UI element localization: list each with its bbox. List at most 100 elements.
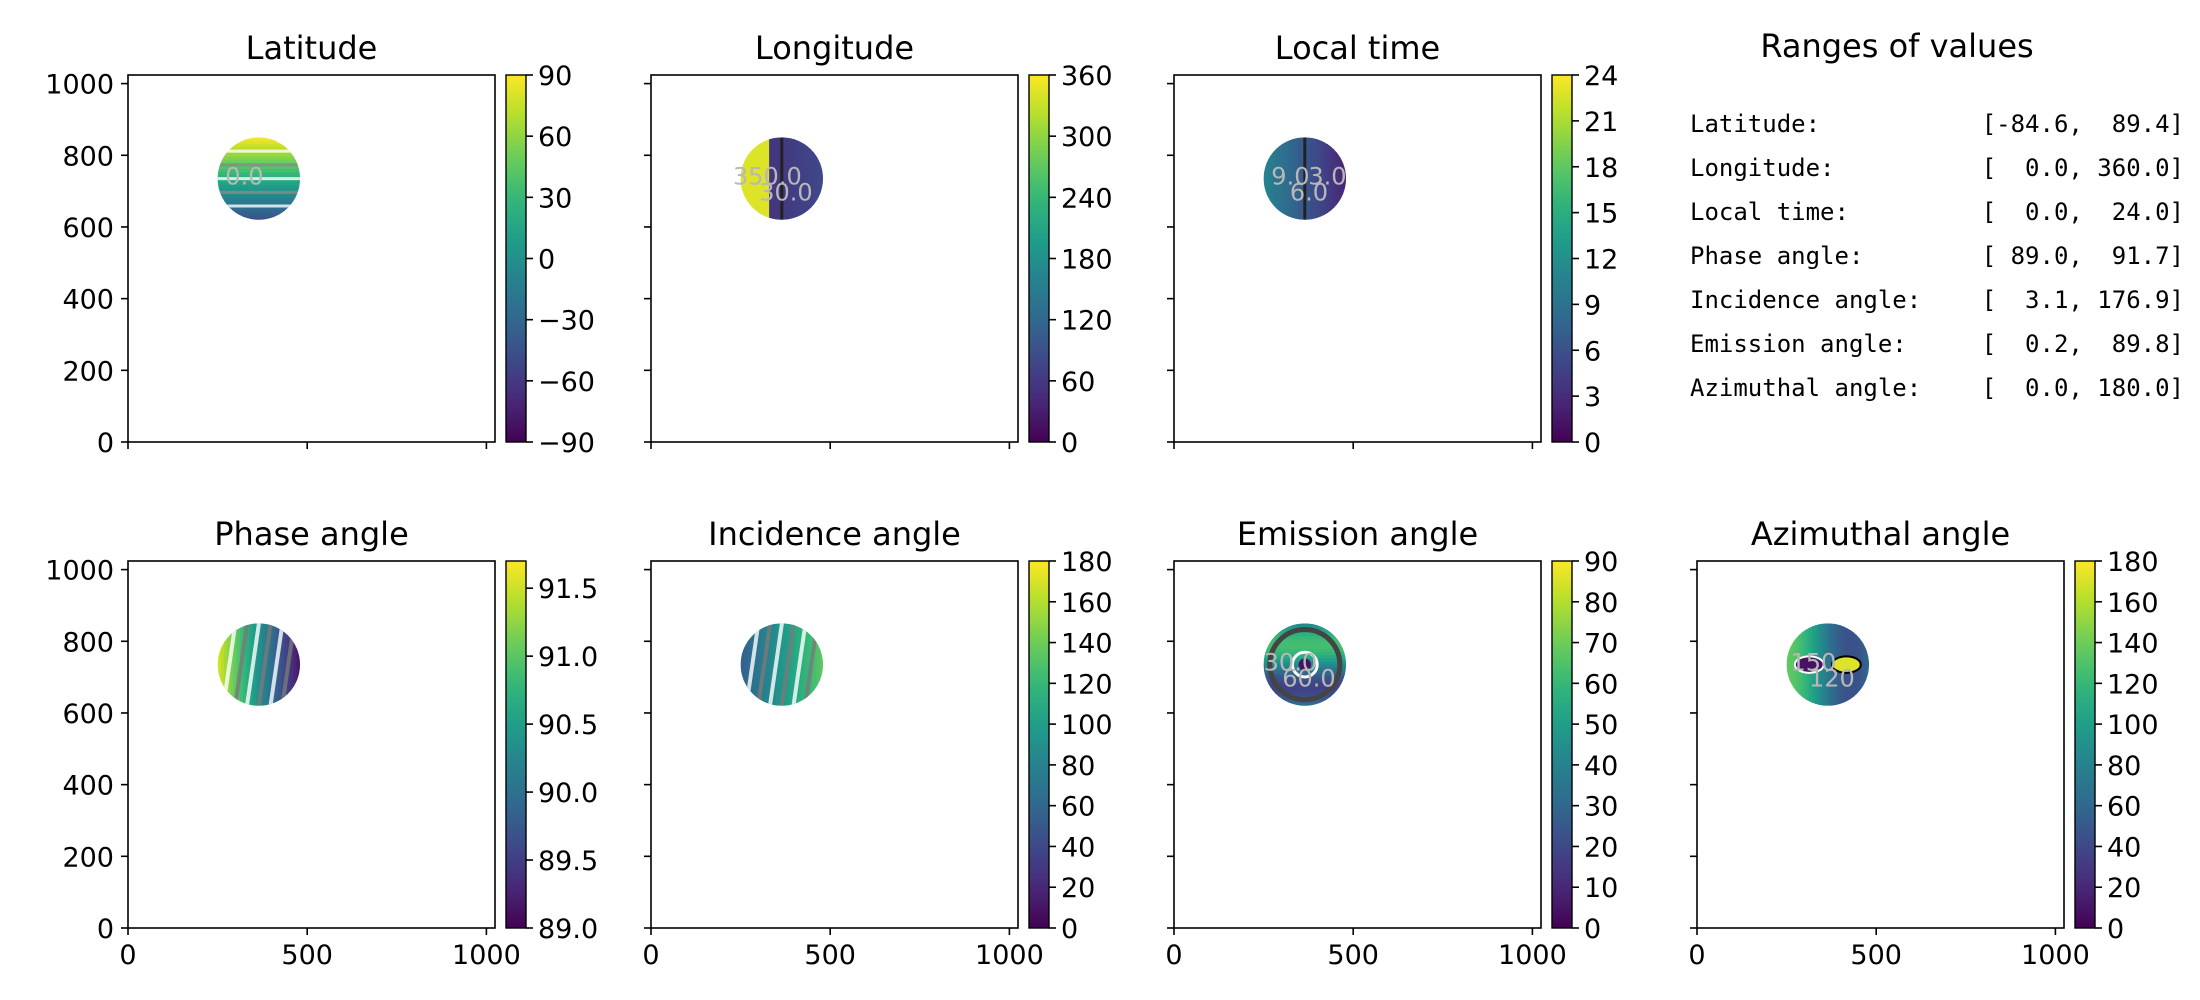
contour-label: 30.0	[759, 179, 812, 207]
colorbar-tick-label: 9	[1584, 290, 1601, 321]
disk-band	[1824, 623, 1829, 706]
disk-band	[1263, 702, 1347, 706]
y-tick-label: 600	[62, 699, 114, 730]
colorbar-tick-label: 0	[1061, 914, 1078, 945]
disk-band	[1266, 137, 1271, 220]
disk-band	[810, 137, 815, 220]
disk-band	[759, 623, 764, 706]
contour-line	[268, 623, 285, 706]
ranges-panel: Ranges of values Latitude: [-84.6, 89.4] Lo…	[1690, 27, 2184, 402]
x-tick-label: 1000	[975, 940, 1044, 971]
axes-frame	[650, 74, 1019, 443]
disk-band	[230, 623, 235, 706]
disk-image	[740, 623, 824, 706]
disk-band	[791, 623, 796, 706]
colorbar-tick-label: 21	[1584, 107, 1618, 138]
disk-band	[1295, 137, 1300, 220]
subplot-title: Incidence angle	[708, 515, 961, 553]
disk-band	[255, 623, 260, 706]
subplot-title: Azimuthal angle	[1751, 515, 2010, 553]
disk-band	[1304, 137, 1309, 220]
colorbar-tick-label: 20	[1061, 873, 1095, 904]
disk-band	[1263, 680, 1347, 685]
disk-band	[1263, 632, 1347, 637]
colorbar-tick-label: 18	[1584, 153, 1618, 184]
disk-band	[1311, 137, 1316, 220]
disk-band	[1269, 137, 1274, 220]
colorbar-tick-label: 300	[1061, 122, 1113, 153]
colorbar-tick-label: 91.0	[538, 642, 598, 673]
colorbar-tick-label: 20	[2107, 873, 2141, 904]
colorbar-tick-label: 6	[1584, 336, 1601, 367]
x-tick-label: 0	[642, 940, 659, 971]
axes-frame	[127, 560, 496, 929]
disk-band	[223, 623, 228, 706]
colorbar-tick-label: 180	[2107, 547, 2159, 578]
colorbar-tick-label: 50	[1584, 710, 1618, 741]
colorbar	[1029, 75, 1049, 442]
contour-line	[756, 623, 773, 706]
y-tick-label: 400	[62, 285, 114, 316]
disk-band	[750, 137, 755, 220]
disk-band	[265, 623, 270, 706]
disk-band	[1263, 689, 1347, 694]
subplot-title: Emission angle	[1237, 515, 1478, 553]
range-value: [ 0.0, 180.0]	[1982, 374, 2184, 402]
subplot: Latitude 0.0 0 200 400 600 800 1000 −90 −60 −30 0 30…	[45, 29, 595, 459]
contour-label: 30.0	[1264, 649, 1317, 677]
disk-band	[268, 623, 273, 706]
disk-band	[220, 623, 225, 706]
disk-band	[217, 159, 301, 164]
disk-band	[1862, 623, 1867, 706]
disk-band	[1263, 648, 1347, 653]
disk-band	[217, 207, 301, 212]
colorbar-frame	[1551, 560, 1573, 929]
disk-band	[284, 623, 289, 706]
disk-band	[753, 623, 758, 706]
colorbar-tick-label: 120	[2107, 669, 2159, 700]
colorbar-tick-label: 100	[1061, 710, 1113, 741]
range-value: [ 89.0, 91.7]	[1982, 242, 2184, 270]
disk-image	[1786, 623, 1870, 706]
disk-band	[794, 623, 799, 706]
disk-band	[1342, 137, 1347, 220]
axes-frame	[1173, 560, 1542, 929]
disk-band	[740, 137, 745, 220]
subplot: Local time 9.06.03.0 0 3 6 9 12 15 18 21 24	[1167, 29, 1618, 459]
ranges-title: Ranges of values	[1760, 27, 2033, 65]
colorbar	[1552, 75, 1572, 442]
disk-band	[217, 137, 301, 142]
disk-image	[1263, 137, 1347, 220]
disk-band	[765, 623, 770, 706]
subplot: Incidence angle 0 500 1000 0 20 40 60 80 100 120 14…	[642, 515, 1112, 971]
colorbar	[506, 561, 526, 928]
y-tick-label: 0	[97, 914, 114, 945]
colorbar-tick-label: 91.5	[538, 574, 598, 605]
contour-label: 150	[1790, 649, 1836, 677]
disk-band	[293, 623, 298, 706]
contour-label: 6.0	[1290, 179, 1328, 207]
disk-band	[1789, 623, 1794, 706]
disk-band	[217, 216, 301, 220]
x-tick-label: 500	[1850, 940, 1902, 971]
contour-label: 350.0	[733, 163, 802, 191]
contour-label: 3.0	[1308, 163, 1346, 191]
disk-band	[743, 137, 748, 220]
colorbar-tick-label: 160	[1061, 588, 1113, 619]
colorbar-tick-label: 15	[1584, 199, 1618, 230]
disk-band	[1263, 651, 1347, 656]
disk-band	[258, 623, 263, 706]
colorbar	[506, 75, 526, 442]
y-tick-label: 400	[62, 771, 114, 802]
disk-band	[1314, 137, 1319, 220]
disk-band	[1786, 623, 1791, 706]
contour-line	[233, 623, 250, 706]
azimuth-lobe	[1830, 655, 1862, 674]
disk-band	[807, 137, 812, 220]
disk-band	[797, 137, 802, 220]
disk-band	[816, 137, 821, 220]
y-tick-label: 200	[62, 842, 114, 873]
disk-band	[759, 137, 764, 220]
colorbar-tick-label: 40	[2107, 832, 2141, 863]
contour-line	[1290, 650, 1319, 679]
